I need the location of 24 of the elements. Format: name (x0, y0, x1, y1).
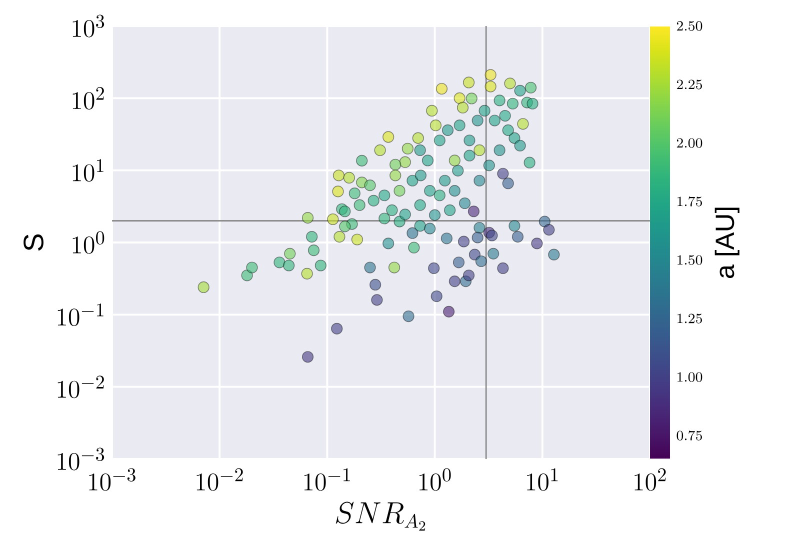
y-tick-label: $10^{-1}$ (58, 303, 104, 326)
x-tick-label: $10^{-3}$ (89, 468, 136, 491)
x-tick-label: $10^{0}$ (419, 468, 451, 491)
color-bar-label: $1.50$ (678, 255, 702, 265)
color-bar-label: $2.50$ (676, 21, 702, 31)
color-bar-label: $1.75$ (678, 196, 702, 206)
color-bar-label: $0.75$ (676, 430, 702, 440)
y-tick-label: $10^{-3}$ (58, 448, 104, 470)
color-bar-label: $1.00$ (678, 372, 702, 382)
y-tick-label: $10^{1}$ (72, 159, 104, 182)
color-bar-label: $2.25$ (676, 80, 702, 90)
x-tick-label: $10^{1}$ (527, 468, 558, 491)
x-tick-label: $10^{-1}$ (304, 468, 350, 491)
x-axis-title: $SNR_{A_2}$ (336, 502, 426, 531)
y-axis-title: S (24, 234, 44, 251)
y-tick-label: $10^{-2}$ (58, 376, 104, 398)
y-tick-label: $10^{2}$ (72, 86, 104, 110)
x-tick-label: $10^{2}$ (634, 468, 666, 491)
color-bar-label: $1.25$ (678, 314, 702, 324)
color-bar-title: a [AU] (714, 208, 740, 278)
x-tick-label: $10^{-2}$ (196, 468, 243, 491)
y-tick-label: $10^{0}$ (72, 231, 104, 254)
y-tick-label: $10^{3}$ (72, 14, 104, 38)
color-bar-label: $2.00$ (676, 138, 702, 148)
